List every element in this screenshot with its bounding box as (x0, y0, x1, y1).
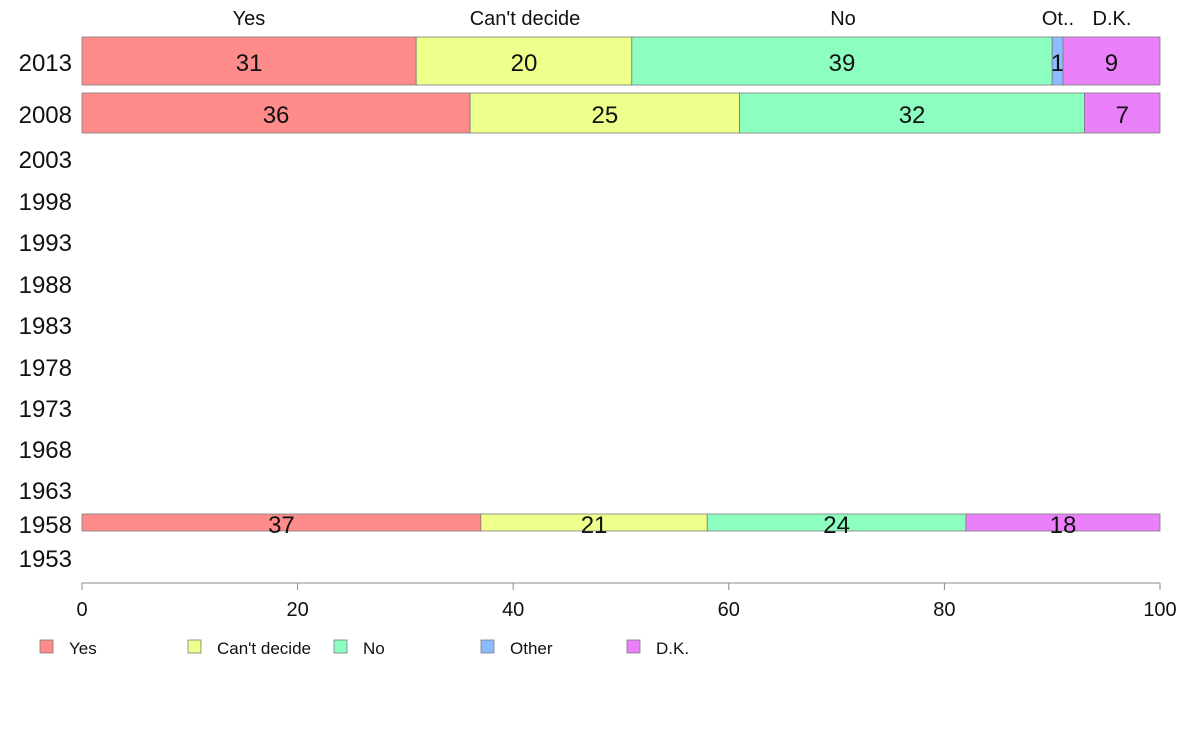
bar-segment (965, 513, 1161, 532)
bar-segment (1084, 92, 1161, 134)
x-tick-label: 0 (76, 599, 87, 621)
year-label: 2013 (19, 50, 72, 77)
legend-swatch (39, 639, 54, 654)
legend-label: Yes (69, 639, 97, 658)
segment-value-label: 9 (1105, 50, 1118, 77)
segment-value-label: 39 (829, 50, 856, 77)
x-tick-label: 80 (933, 599, 955, 621)
top-category-label: No (830, 8, 856, 30)
bar-segment (81, 36, 417, 86)
year-label: 2008 (19, 102, 72, 129)
segment-value-label: 1 (1051, 50, 1064, 77)
top-category-label: Can't decide (470, 8, 581, 30)
segment-value-label: 21 (581, 512, 608, 539)
year-label: 1963 (19, 478, 72, 505)
legend-swatch (480, 639, 495, 654)
year-label: 1988 (19, 272, 72, 299)
legend-label: D.K. (656, 639, 689, 658)
bar-segment (1062, 36, 1161, 86)
bar-segment (739, 92, 1085, 134)
legend-label: Other (510, 639, 553, 658)
bar-segment (469, 92, 740, 134)
x-tick-label: 20 (286, 599, 308, 621)
year-label: 1958 (19, 512, 72, 539)
year-label: 1993 (19, 230, 72, 257)
legend-swatch (333, 639, 348, 654)
top-category-label: D.K. (1093, 8, 1132, 30)
legend-swatch (187, 639, 202, 654)
bar-segment (415, 36, 633, 86)
segment-value-label: 37 (268, 512, 295, 539)
segment-value-label: 24 (823, 512, 850, 539)
top-category-label: Yes (233, 8, 266, 30)
year-label: 1983 (19, 313, 72, 340)
year-label: 1953 (19, 546, 72, 573)
segment-value-label: 32 (899, 102, 926, 129)
legend-swatch (626, 639, 641, 654)
year-label: 1973 (19, 396, 72, 423)
x-tick-label: 60 (718, 599, 740, 621)
segment-value-label: 20 (511, 50, 538, 77)
bar-segment (81, 92, 471, 134)
legend-label: No (363, 639, 385, 658)
top-category-label: Ot.. (1042, 8, 1074, 30)
legend-label: Can't decide (217, 639, 311, 658)
year-label: 2003 (19, 147, 72, 174)
year-label: 1968 (19, 437, 72, 464)
segment-value-label: 7 (1116, 102, 1129, 129)
segment-value-label: 25 (591, 102, 618, 129)
x-tick-label: 40 (502, 599, 524, 621)
year-label: 1998 (19, 189, 72, 216)
segment-value-label: 18 (1050, 512, 1077, 539)
bar-segment (631, 36, 1053, 86)
year-label: 1978 (19, 355, 72, 382)
segment-value-label: 36 (263, 102, 290, 129)
segment-value-label: 31 (236, 50, 263, 77)
x-tick-label: 100 (1143, 599, 1176, 621)
